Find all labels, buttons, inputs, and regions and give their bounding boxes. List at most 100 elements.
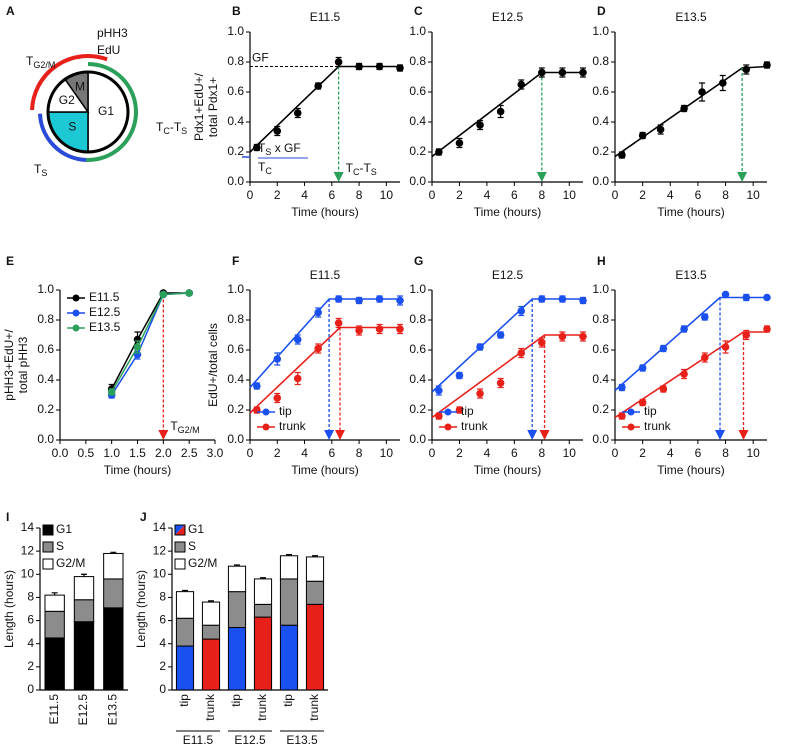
x-tick-label: 2 bbox=[639, 446, 646, 460]
y-tick-label: 1.0 bbox=[227, 282, 244, 296]
data-point bbox=[579, 332, 587, 341]
x-axis-label: Time (hours) bbox=[104, 463, 172, 477]
data-point bbox=[435, 386, 443, 395]
y-tick-label: 12 bbox=[153, 543, 167, 557]
legend-swatch bbox=[175, 525, 185, 535]
phase-label: S bbox=[68, 120, 76, 134]
data-point bbox=[659, 344, 668, 353]
y-tick-label: 0.8 bbox=[37, 312, 54, 326]
subscript: S bbox=[181, 126, 187, 136]
legend-marker bbox=[262, 408, 270, 416]
text-part: T bbox=[258, 160, 266, 174]
text-part: T bbox=[26, 54, 34, 68]
error-bar bbox=[110, 551, 117, 554]
text-part: T bbox=[156, 120, 164, 134]
data-point bbox=[538, 68, 546, 77]
legend-marker bbox=[72, 324, 80, 332]
fit-line bbox=[431, 298, 583, 393]
series-line bbox=[111, 292, 190, 390]
data-point bbox=[718, 79, 727, 87]
x-tick-label: 0 bbox=[247, 188, 254, 202]
x-tick-label: 4 bbox=[484, 446, 491, 460]
x-tick-label: 2 bbox=[274, 188, 281, 202]
legend-swatch bbox=[174, 558, 186, 570]
data-point bbox=[742, 331, 751, 339]
panel-label: I bbox=[6, 510, 9, 524]
y-tick-label: 0.8 bbox=[409, 54, 426, 68]
bar-segment bbox=[175, 617, 195, 647]
legend-marker bbox=[72, 309, 80, 317]
data-point bbox=[334, 319, 343, 327]
y-tick-label: 0.6 bbox=[37, 342, 54, 356]
x-tick-label: 2 bbox=[456, 188, 463, 202]
data-point bbox=[538, 295, 546, 303]
text-part: -T bbox=[170, 120, 182, 134]
error-bar bbox=[182, 589, 188, 592]
legend-marker bbox=[444, 423, 452, 431]
bar-segment bbox=[227, 627, 247, 691]
bar-segment bbox=[73, 599, 95, 623]
bar-segment bbox=[253, 603, 273, 618]
bar-segment bbox=[305, 603, 325, 691]
data-point bbox=[721, 290, 730, 299]
y-tick-label: 0 bbox=[27, 682, 34, 696]
x-tick-label: 0.0 bbox=[52, 446, 69, 460]
data-point bbox=[396, 64, 404, 72]
y-axis-label: EdU+/total cells bbox=[206, 323, 220, 407]
y-tick-label: 10 bbox=[21, 566, 35, 580]
data-point bbox=[579, 68, 587, 77]
data-point bbox=[273, 127, 282, 135]
y-axis-label: total pHH3 bbox=[16, 336, 30, 393]
x-tick-label: 0 bbox=[612, 446, 619, 460]
x-tick-label: 8 bbox=[356, 188, 363, 202]
phase-arc bbox=[30, 54, 108, 111]
fit-line bbox=[614, 331, 767, 419]
x-tick-label: 2 bbox=[639, 188, 646, 202]
x-axis-label: Time (hours) bbox=[657, 463, 725, 477]
y-axis-label: Length (hours) bbox=[2, 570, 16, 648]
data-point bbox=[763, 293, 771, 302]
y-tick-label: 0.4 bbox=[409, 114, 426, 128]
y-tick-label: 0.6 bbox=[409, 342, 426, 356]
x-axis-label: Time (hours) bbox=[474, 463, 542, 477]
subscript: S bbox=[265, 147, 271, 157]
x-tick-label: 8 bbox=[722, 446, 729, 460]
data-point bbox=[107, 388, 116, 396]
legend-marker bbox=[72, 294, 80, 302]
phase-arc bbox=[86, 62, 138, 162]
data-point bbox=[396, 325, 404, 333]
x-tick-label: tip bbox=[177, 694, 191, 707]
y-tick-label: 0.6 bbox=[227, 84, 244, 98]
x-tick-label: 2 bbox=[274, 446, 281, 460]
group-label: E11.5 bbox=[183, 733, 214, 747]
x-tick-label: 3.0 bbox=[207, 446, 224, 460]
x-axis-label: Time (hours) bbox=[291, 205, 359, 219]
arrow-head bbox=[738, 430, 749, 440]
x-tick-label: 2.0 bbox=[155, 446, 172, 460]
y-tick-label: 14 bbox=[153, 520, 167, 534]
arrow-head bbox=[527, 430, 538, 440]
x-tick-label: 6 bbox=[511, 188, 518, 202]
marker-label: EdU bbox=[97, 43, 120, 57]
duration-label: TS bbox=[34, 162, 47, 178]
data-point bbox=[538, 338, 546, 347]
text-part: T bbox=[346, 161, 354, 175]
x-tick-label: 6 bbox=[511, 446, 518, 460]
guide-label: TC-TS bbox=[346, 161, 377, 177]
error-bar bbox=[260, 577, 266, 579]
data-point bbox=[763, 61, 771, 69]
bar-segment bbox=[201, 638, 221, 691]
data-point bbox=[314, 344, 322, 353]
arrow-head bbox=[539, 430, 550, 440]
legend-label: trunk bbox=[279, 419, 307, 433]
data-point bbox=[680, 370, 688, 378]
y-tick-label: 1.0 bbox=[409, 24, 426, 38]
x-tick-label: 2.5 bbox=[181, 446, 198, 460]
legend-label: tip bbox=[279, 404, 292, 418]
data-point bbox=[496, 331, 505, 339]
panel-label: D bbox=[597, 4, 606, 18]
data-point bbox=[701, 313, 709, 321]
x-tick-label: 6 bbox=[695, 188, 702, 202]
data-point bbox=[273, 355, 282, 363]
data-point bbox=[476, 389, 484, 398]
